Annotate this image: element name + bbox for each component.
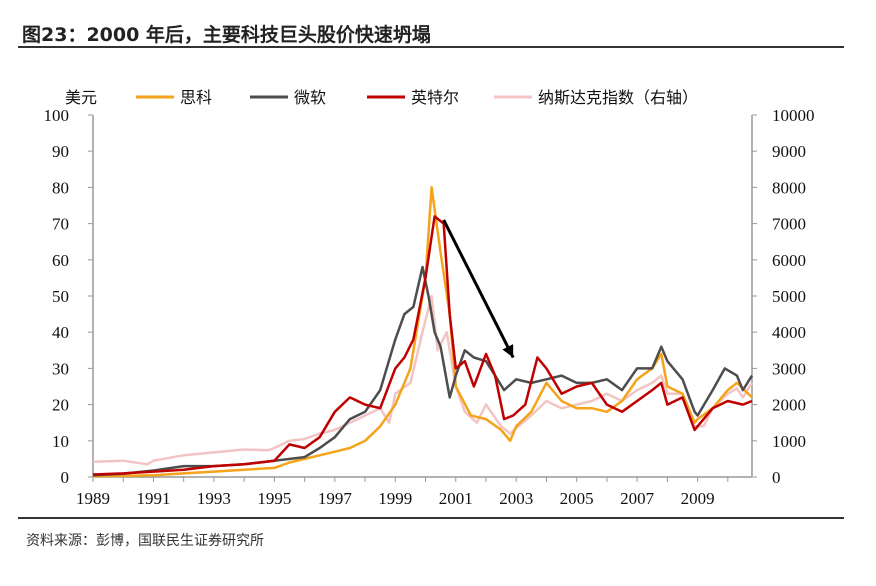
x-tick-label: 2009 [681, 489, 715, 508]
y2-tick-label: 2000 [772, 396, 806, 415]
x-tick-label: 2003 [499, 489, 533, 508]
arrow-annotation [442, 219, 515, 359]
y-tick-label: 100 [44, 106, 70, 125]
source-note: 资料来源：彭博，国联民生证券研究所 [26, 533, 264, 549]
bottom-divider [18, 517, 844, 519]
y2-tick-label: 1000 [772, 432, 806, 451]
y2-tick-label: 4000 [772, 323, 806, 342]
x-tick-label: 2007 [620, 489, 655, 508]
legend-label: 思科 [180, 88, 212, 107]
series-line-2 [92, 215, 753, 476]
y2-tick-label: 6000 [772, 251, 806, 270]
y-tick-label: 30 [52, 359, 69, 378]
y2-tick-label: 3000 [772, 359, 806, 378]
y-tick-label: 0 [61, 468, 70, 487]
y2-tick-label: 5000 [772, 287, 806, 306]
x-tick-label: 1995 [257, 489, 291, 508]
x-tick-label: 1989 [76, 489, 110, 508]
x-tick-label: 1991 [136, 489, 170, 508]
figure-title: 图23：2000 年后，主要科技巨头股价快速坍塌 [22, 24, 431, 46]
y-tick-label: 90 [52, 142, 69, 161]
y2-tick-label: 0 [772, 468, 781, 487]
y-tick-label: 80 [52, 178, 69, 197]
series-line-1 [92, 265, 754, 477]
y2-tick-label: 10000 [772, 106, 815, 125]
y2-tick-label: 9000 [772, 142, 806, 161]
arrowhead-icon [502, 344, 514, 358]
y-tick-label: 10 [52, 432, 69, 451]
series-line-0 [92, 186, 753, 478]
y-tick-label: 50 [52, 287, 69, 306]
title-divider [18, 46, 844, 48]
x-tick-label: 2001 [439, 489, 473, 508]
series-line-3 [92, 294, 754, 466]
x-tick-label: 1993 [197, 489, 231, 508]
legend-label: 英特尔 [411, 88, 459, 107]
x-tick-label: 1997 [318, 489, 353, 508]
y2-tick-label: 8000 [772, 178, 806, 197]
x-tick-label: 1999 [378, 489, 412, 508]
y-tick-label: 70 [52, 215, 69, 234]
y-tick-label: 60 [52, 251, 69, 270]
legend-label: 纳斯达克指数（右轴） [538, 88, 698, 107]
y-tick-label: 20 [52, 396, 69, 415]
legend-label: 微软 [294, 88, 326, 107]
x-tick-label: 2005 [560, 489, 594, 508]
y-axis-label: 美元 [65, 88, 97, 107]
y-tick-label: 40 [52, 323, 69, 342]
y2-tick-label: 7000 [772, 215, 806, 234]
